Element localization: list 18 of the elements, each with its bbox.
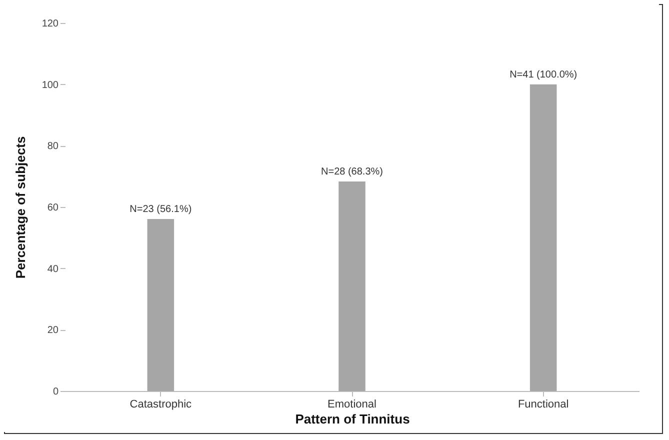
y-tick-label: 120 [42,18,59,30]
y-tick-label: 20 [47,325,59,336]
y-axis-title: Percentage of subjects [12,136,28,279]
bar [530,84,557,391]
bar [338,182,366,391]
y-tick-label: 40 [47,264,59,275]
data-label: N=28 (68.3%) [321,166,383,178]
y-tick-label: 60 [47,202,59,214]
x-tick-label: Functional [518,398,569,410]
data-label: N=41 (100.0%) [510,69,578,80]
data-label: N=23 (56.1%) [130,204,192,215]
y-tick-label: 0 [52,386,59,398]
y-tick-label: 100 [42,80,59,91]
bar [147,218,174,391]
x-tick-label: Emotional [328,398,376,410]
y-tick-label: 80 [47,141,59,152]
x-axis-title: Pattern of Tinnitus [295,412,410,426]
x-tick-label: Catastrophic [130,398,192,410]
